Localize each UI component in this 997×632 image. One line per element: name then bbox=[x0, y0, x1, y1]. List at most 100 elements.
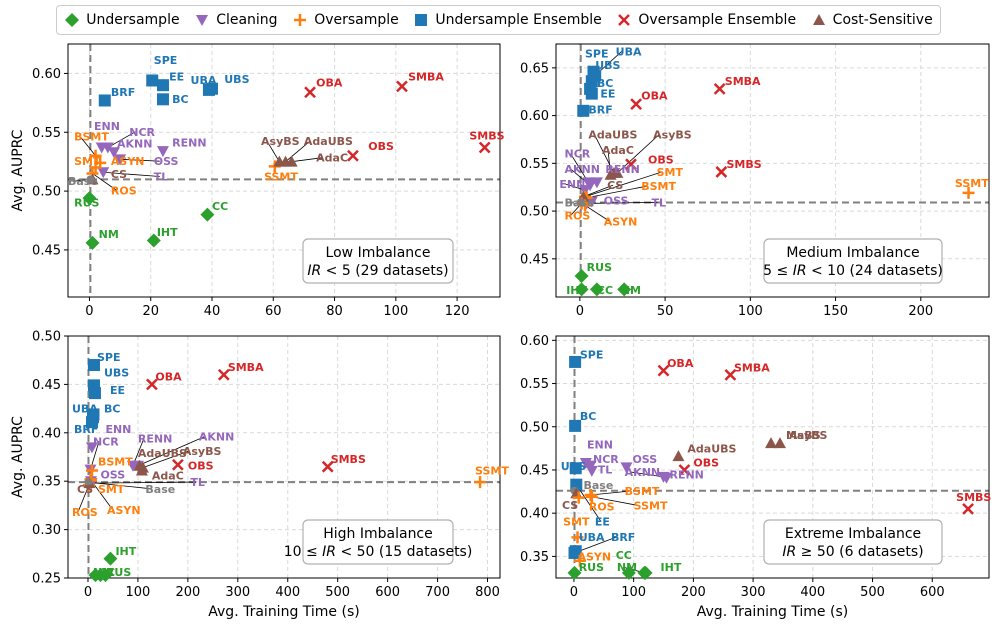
label-uba: UBA bbox=[579, 531, 605, 544]
label-smbs: SMBS bbox=[956, 491, 991, 504]
leader-aknn bbox=[137, 436, 206, 467]
label-asybs: AsyBS bbox=[789, 429, 828, 442]
label-adaubs: AdaUBS bbox=[588, 129, 637, 142]
data-points bbox=[82, 74, 491, 250]
legend-label: Cost-Sensitive bbox=[832, 12, 933, 28]
point-aknn bbox=[107, 147, 120, 159]
point-obs bbox=[347, 149, 359, 162]
panel-low-imbalance: 0 20 40 60 80 100 120 0.45 0.50 0.55 0.60 Avg. AUPR… bbox=[10, 43, 505, 319]
point-adac bbox=[135, 464, 148, 476]
label-asyn: ASYN bbox=[578, 551, 612, 564]
y-tick-label: 0.65 bbox=[520, 61, 549, 76]
label-base: Base bbox=[68, 175, 98, 188]
label-ssmt: SSMT bbox=[634, 500, 668, 513]
y-tick-label: 0.40 bbox=[520, 507, 549, 522]
label-rus: RUS bbox=[587, 261, 612, 274]
x-tick-label: 300 bbox=[741, 585, 766, 600]
label-ssmt: SSMT bbox=[475, 464, 509, 477]
label-asybs: AsyBS bbox=[653, 129, 692, 142]
data-points bbox=[82, 359, 487, 583]
annotation-box: Medium Imbalance 5 ≤ IR < 10 (24 datasets… bbox=[763, 238, 943, 284]
label-brf: BRF bbox=[74, 423, 98, 436]
y-axis-label: Avg. AUPRC bbox=[10, 416, 26, 498]
label-cc: CC bbox=[99, 566, 115, 579]
x-tick-label: 100 bbox=[126, 585, 151, 600]
label-aknn: AKNN bbox=[117, 138, 152, 151]
x-tick-label: 0 bbox=[576, 304, 584, 319]
point-brf bbox=[85, 416, 98, 429]
annotation-frame bbox=[302, 238, 454, 284]
x-tick-label: 0 bbox=[570, 585, 578, 600]
y-tick-label: 0.45 bbox=[32, 243, 61, 258]
leader-ee bbox=[575, 484, 602, 522]
y-tick-label: 0.50 bbox=[520, 205, 549, 220]
y-tick-label: 0.35 bbox=[32, 475, 61, 490]
leader-ssmt bbox=[591, 496, 640, 507]
point-iht bbox=[103, 551, 118, 566]
leader-tl bbox=[103, 171, 160, 177]
point-ssmt bbox=[962, 186, 975, 199]
point-asyn bbox=[573, 554, 586, 567]
leader-asybs bbox=[266, 140, 280, 162]
legend-item-oversample: Oversample bbox=[292, 12, 399, 28]
legend-marker bbox=[812, 14, 825, 25]
point-spe bbox=[87, 359, 100, 372]
label-brf: BRF bbox=[588, 104, 612, 117]
label-bsmt: BSMT bbox=[625, 485, 660, 498]
y-axis-label: Avg. AUPRC bbox=[10, 129, 26, 211]
point-smbs bbox=[715, 166, 728, 178]
point-asybs bbox=[773, 437, 786, 449]
legend-label: Oversample Ensemble bbox=[638, 12, 797, 28]
leader-oss bbox=[120, 158, 160, 162]
label-ncr: NCR bbox=[93, 435, 119, 448]
point-labels: SPE EE UBA UBS BC BRF OBA SMBA SMBS OBS ENN NCRAKNN… bbox=[68, 54, 505, 241]
point-bc bbox=[569, 419, 582, 432]
label-adaubs: AdaUBS bbox=[138, 447, 187, 460]
annotation-subtitle: IR ≥ 50 (6 datasets) bbox=[782, 544, 923, 560]
leader-ros bbox=[92, 173, 118, 191]
y-tick-label: 0.50 bbox=[32, 185, 61, 200]
x-tick-label: 40 bbox=[204, 304, 221, 319]
point-smbs bbox=[478, 141, 491, 154]
point-oss bbox=[620, 462, 633, 474]
annotation-frame bbox=[302, 519, 454, 565]
leader-ros bbox=[77, 484, 90, 513]
label-cc: CC bbox=[597, 284, 613, 297]
panel-high-imbalance: 0 100 200 300 400 500 600 700 800 0.25 0.30 0.35 0.4… bbox=[10, 330, 509, 621]
y-tick-label: 0.60 bbox=[520, 109, 549, 124]
point-brf bbox=[568, 546, 581, 559]
label-smba: SMBA bbox=[725, 75, 761, 88]
label-renn: RENN bbox=[172, 136, 206, 149]
label-ros: ROS bbox=[111, 185, 137, 198]
label-renn: RENN bbox=[605, 163, 639, 176]
label-uba: UBA bbox=[191, 74, 217, 87]
label-iht: IHT bbox=[566, 284, 587, 297]
point-labels: SPE BC UBS EE UBA BRF RUS OBA SMBA SMBS OBS ENN NCR O… bbox=[561, 348, 992, 574]
label-spe: SPE bbox=[580, 348, 604, 361]
point-enn bbox=[578, 185, 591, 197]
point-ee bbox=[156, 79, 169, 92]
point-rus bbox=[574, 268, 589, 283]
label-cs: CS bbox=[111, 168, 127, 181]
label-aknn: AKNN bbox=[625, 466, 660, 479]
y-tick-label: 0.55 bbox=[32, 126, 61, 141]
x-tick-label: 500 bbox=[860, 585, 885, 600]
x-tick-label: 400 bbox=[275, 585, 300, 600]
axes: 0 100 200 300 400 500 600 0.35 0.40 0.45 0.50 0.55 0… bbox=[520, 334, 945, 600]
point-adac bbox=[285, 155, 298, 167]
leader-asyn bbox=[584, 205, 610, 222]
x-tick-label: 60 bbox=[265, 304, 282, 319]
annotation-subtitle: IR < 5 (29 datasets) bbox=[307, 263, 448, 279]
y-tick-label: 0.45 bbox=[520, 252, 549, 267]
label-enn: ENN bbox=[105, 423, 131, 436]
label-bsmt: BSMT bbox=[641, 180, 676, 193]
y-tick-label: 0.40 bbox=[32, 426, 61, 441]
x-tick-label: 800 bbox=[475, 585, 500, 600]
leader-cs bbox=[583, 184, 614, 198]
plot-frame bbox=[67, 335, 501, 579]
point-asyn bbox=[94, 156, 107, 169]
legend-marker-icon bbox=[618, 14, 631, 26]
point-base bbox=[576, 198, 585, 207]
label-oss: OSS bbox=[154, 155, 179, 168]
